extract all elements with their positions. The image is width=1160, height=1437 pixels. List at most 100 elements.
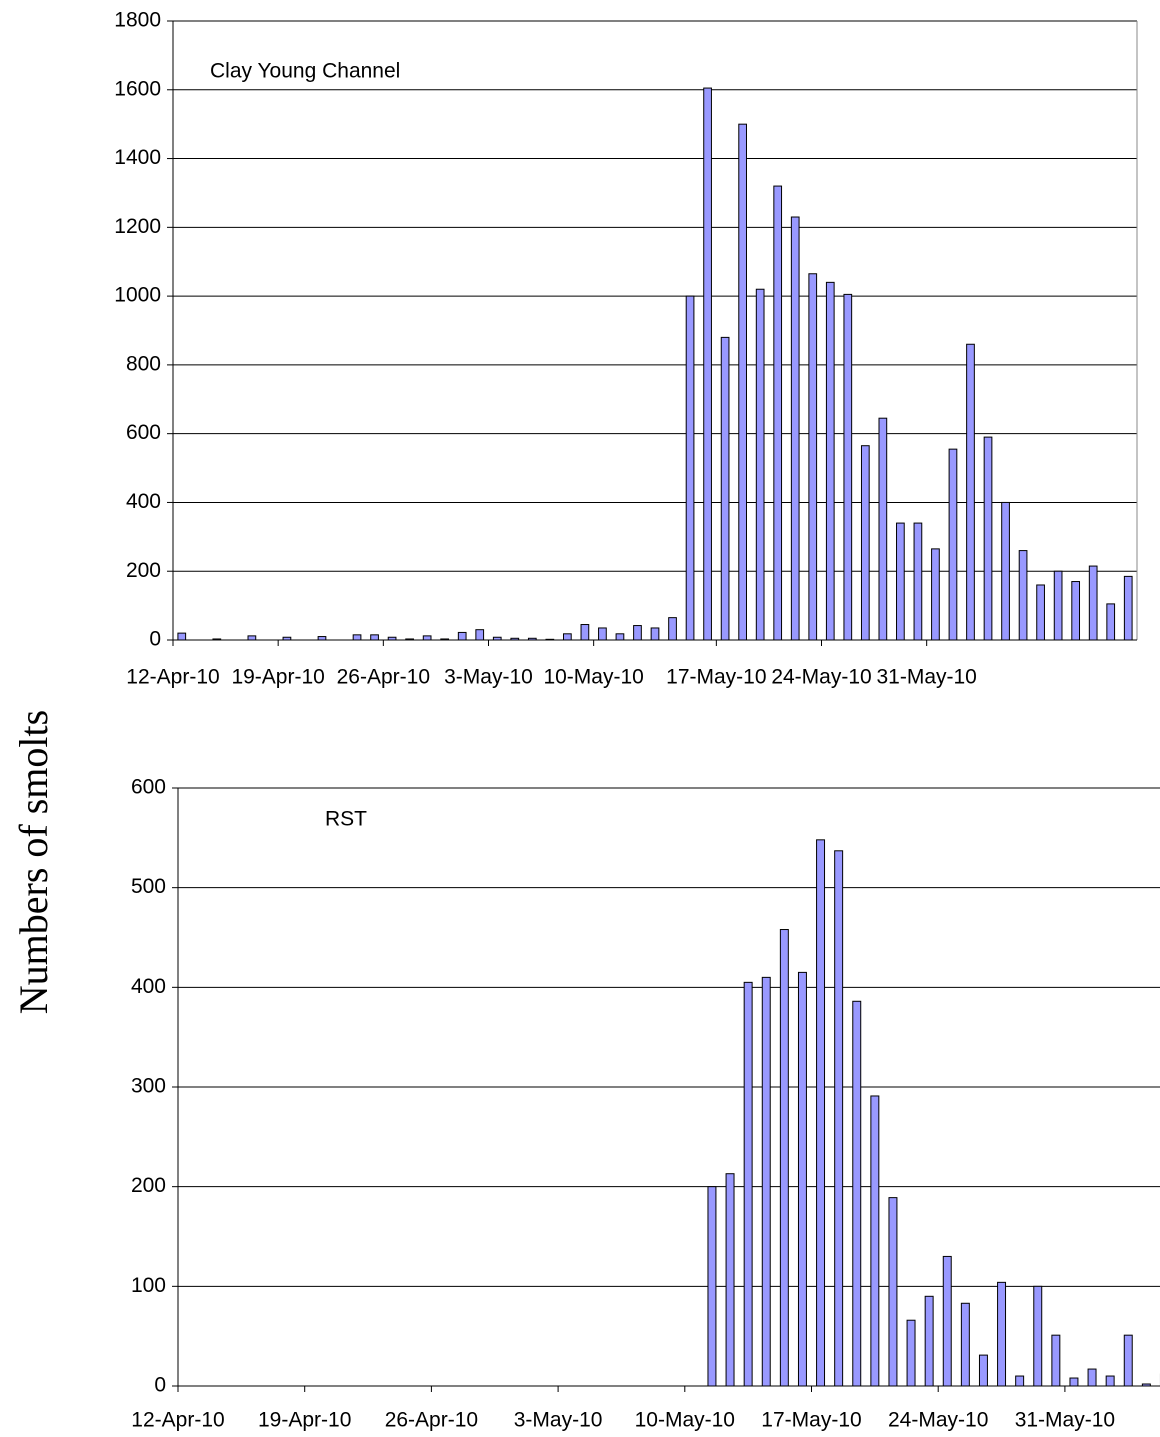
bar [1141, 1383, 1151, 1387]
bar [317, 636, 327, 641]
bar [457, 631, 467, 641]
bar [808, 273, 818, 641]
bar [843, 293, 853, 641]
bar [405, 638, 414, 641]
y-tick-label: 100 [131, 1274, 166, 1297]
bar [755, 288, 765, 641]
bar [707, 1186, 717, 1387]
bar [1071, 581, 1081, 641]
bar [440, 638, 450, 641]
bar [703, 87, 712, 641]
bar [913, 522, 923, 641]
bar [896, 522, 905, 641]
bar [983, 436, 993, 641]
bar [685, 295, 695, 641]
bar [370, 634, 379, 641]
bar [177, 632, 187, 641]
bar [1106, 603, 1116, 641]
bar [738, 123, 747, 641]
x-tick-label: 12-Apr-10 [126, 666, 219, 689]
y-tick-label: 300 [131, 1075, 166, 1098]
bar [1123, 575, 1133, 641]
bar [1036, 584, 1045, 641]
y-tick-label: 0 [149, 628, 161, 651]
y-tick-label: 500 [131, 875, 166, 898]
bar [668, 617, 677, 641]
x-tick-label: 31-May-10 [876, 666, 976, 689]
y-tick-label: 400 [126, 490, 161, 513]
bar [779, 929, 789, 1387]
bar [633, 625, 642, 641]
x-tick-label: 19-Apr-10 [258, 1409, 351, 1432]
bar [870, 1095, 880, 1387]
x-tick-label: 10-May-10 [635, 1409, 735, 1432]
bar [475, 629, 485, 641]
bar [580, 624, 590, 641]
bar [1069, 1377, 1079, 1387]
bar [978, 1354, 988, 1387]
bar [797, 971, 807, 1387]
bar [906, 1319, 916, 1387]
y-tick-label: 800 [126, 352, 161, 375]
bar [924, 1295, 934, 1387]
bar [282, 636, 292, 641]
bar [743, 981, 753, 1387]
x-tick-label: 26-Apr-10 [385, 1409, 478, 1432]
bar [1001, 501, 1010, 641]
x-tick-label: 17-May-10 [666, 666, 766, 689]
x-tick-label: 12-Apr-10 [131, 1409, 224, 1432]
x-tick-label: 3-May-10 [444, 666, 533, 689]
bar [1053, 570, 1063, 641]
bar [860, 445, 870, 641]
annotation: Clay Young Channel [210, 60, 400, 83]
y-tick-label: 400 [131, 975, 166, 998]
bar [598, 627, 607, 641]
x-tick-label: 3-May-10 [514, 1409, 603, 1432]
bar [387, 636, 397, 641]
bar [1015, 1375, 1025, 1387]
bar [1018, 550, 1028, 641]
bar [942, 1255, 952, 1387]
bar [852, 1000, 862, 1387]
bar [825, 281, 835, 641]
y-tick-label: 1000 [114, 284, 161, 307]
y-tick-label: 1600 [114, 77, 161, 100]
bar [1088, 565, 1098, 641]
x-tick-label: 31-May-10 [1015, 1409, 1115, 1432]
annotation: RST [325, 808, 367, 831]
x-tick-label: 24-May-10 [888, 1409, 988, 1432]
y-axis-label: Numbers of smolts [11, 710, 56, 1014]
bar [888, 1197, 898, 1387]
bar [790, 216, 800, 641]
y-tick-label: 600 [131, 776, 166, 799]
bar [773, 185, 783, 641]
bar [1051, 1334, 1061, 1387]
bar [960, 1302, 970, 1387]
x-tick-label: 10-May-10 [543, 666, 643, 689]
y-tick-label: 200 [126, 559, 161, 582]
y-tick-label: 600 [126, 421, 161, 444]
bar [720, 336, 730, 641]
bar [1033, 1285, 1043, 1387]
bar [948, 448, 958, 641]
x-tick-label: 24-May-10 [771, 666, 871, 689]
bar [878, 417, 888, 641]
bar [761, 976, 771, 1387]
bar [527, 637, 537, 641]
bar [725, 1173, 735, 1387]
bar [422, 635, 432, 641]
bar [1105, 1375, 1115, 1387]
y-tick-label: 0 [154, 1374, 166, 1397]
bar [563, 633, 572, 641]
bar [545, 638, 555, 641]
x-tick-label: 19-Apr-10 [231, 666, 324, 689]
bar [492, 636, 502, 641]
bar [931, 548, 940, 641]
bar [834, 850, 844, 1387]
y-tick-label: 1800 [114, 9, 161, 32]
bar [352, 634, 362, 641]
bar [1123, 1334, 1133, 1387]
y-tick-label: 200 [131, 1174, 166, 1197]
x-tick-label: 17-May-10 [761, 1409, 861, 1432]
